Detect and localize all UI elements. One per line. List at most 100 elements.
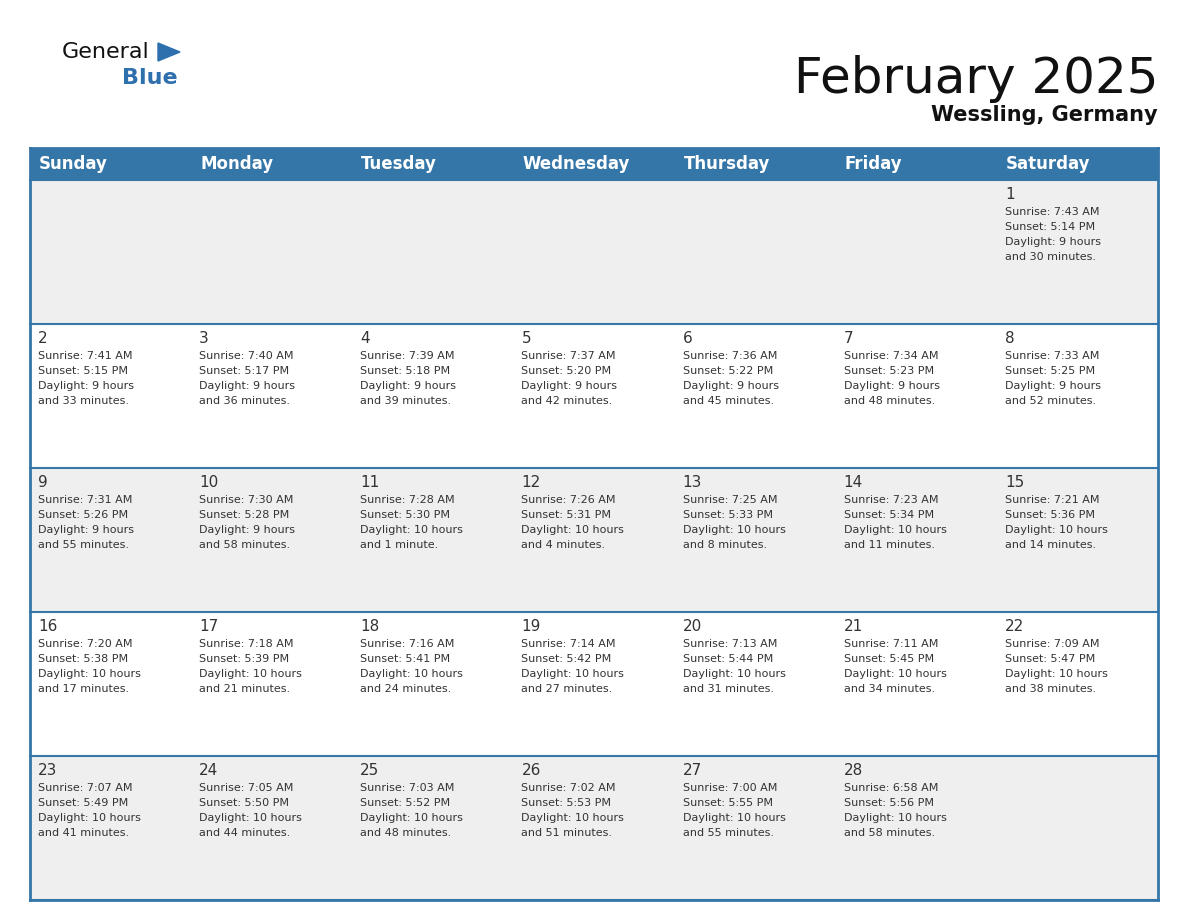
Text: 8: 8 <box>1005 331 1015 346</box>
Text: 10: 10 <box>200 475 219 490</box>
Text: 22: 22 <box>1005 619 1024 634</box>
Text: 6: 6 <box>683 331 693 346</box>
Text: and 11 minutes.: and 11 minutes. <box>843 540 935 550</box>
Bar <box>30 756 191 900</box>
Text: Daylight: 10 hours: Daylight: 10 hours <box>360 813 463 823</box>
Text: Daylight: 10 hours: Daylight: 10 hours <box>843 813 947 823</box>
Text: Daylight: 10 hours: Daylight: 10 hours <box>200 813 302 823</box>
Bar <box>30 612 191 756</box>
Text: 15: 15 <box>1005 475 1024 490</box>
Text: and 45 minutes.: and 45 minutes. <box>683 396 773 406</box>
Bar <box>513 612 675 756</box>
Text: 13: 13 <box>683 475 702 490</box>
Text: Sunrise: 7:02 AM: Sunrise: 7:02 AM <box>522 783 615 793</box>
Text: Sunset: 5:33 PM: Sunset: 5:33 PM <box>683 510 772 521</box>
Text: Daylight: 10 hours: Daylight: 10 hours <box>843 525 947 535</box>
Text: Sunrise: 7:33 AM: Sunrise: 7:33 AM <box>1005 352 1099 362</box>
Text: Sunset: 5:42 PM: Sunset: 5:42 PM <box>522 655 612 664</box>
Bar <box>513 324 675 468</box>
Text: Sunset: 5:20 PM: Sunset: 5:20 PM <box>522 366 612 376</box>
Text: Sunrise: 7:30 AM: Sunrise: 7:30 AM <box>200 495 293 505</box>
Text: Sunrise: 7:20 AM: Sunrise: 7:20 AM <box>38 639 133 649</box>
Text: Sunset: 5:15 PM: Sunset: 5:15 PM <box>38 366 128 376</box>
Text: 2: 2 <box>38 331 48 346</box>
Text: and 41 minutes.: and 41 minutes. <box>38 828 129 838</box>
Text: Sunrise: 7:07 AM: Sunrise: 7:07 AM <box>38 783 133 793</box>
Text: Monday: Monday <box>200 155 273 173</box>
Text: and 21 minutes.: and 21 minutes. <box>200 684 290 694</box>
Text: Sunrise: 7:26 AM: Sunrise: 7:26 AM <box>522 495 615 505</box>
Text: 25: 25 <box>360 763 379 778</box>
Bar <box>997 612 1158 756</box>
Text: Wednesday: Wednesday <box>523 155 630 173</box>
Text: Sunrise: 7:05 AM: Sunrise: 7:05 AM <box>200 783 293 793</box>
Bar <box>513 148 675 180</box>
Text: Sunrise: 7:21 AM: Sunrise: 7:21 AM <box>1005 495 1099 505</box>
Text: Sunrise: 7:16 AM: Sunrise: 7:16 AM <box>360 639 455 649</box>
Bar <box>835 180 997 324</box>
Bar <box>997 756 1158 900</box>
Text: and 8 minutes.: and 8 minutes. <box>683 540 766 550</box>
Text: 16: 16 <box>38 619 57 634</box>
Bar <box>30 324 191 468</box>
Text: Sunset: 5:36 PM: Sunset: 5:36 PM <box>1005 510 1095 521</box>
Text: Daylight: 9 hours: Daylight: 9 hours <box>38 525 134 535</box>
Text: and 52 minutes.: and 52 minutes. <box>1005 396 1097 406</box>
Text: Daylight: 10 hours: Daylight: 10 hours <box>683 813 785 823</box>
Bar <box>353 324 513 468</box>
Text: 24: 24 <box>200 763 219 778</box>
Text: Daylight: 10 hours: Daylight: 10 hours <box>683 525 785 535</box>
Bar <box>191 756 353 900</box>
Text: Sunset: 5:55 PM: Sunset: 5:55 PM <box>683 798 772 808</box>
Text: 17: 17 <box>200 619 219 634</box>
Text: Sunrise: 7:34 AM: Sunrise: 7:34 AM <box>843 352 939 362</box>
Text: Sunset: 5:50 PM: Sunset: 5:50 PM <box>200 798 289 808</box>
Text: 3: 3 <box>200 331 209 346</box>
Text: 23: 23 <box>38 763 57 778</box>
Text: Daylight: 10 hours: Daylight: 10 hours <box>200 669 302 679</box>
Text: Daylight: 9 hours: Daylight: 9 hours <box>200 525 295 535</box>
Bar <box>513 180 675 324</box>
Text: Daylight: 10 hours: Daylight: 10 hours <box>38 669 141 679</box>
Text: Sunrise: 7:31 AM: Sunrise: 7:31 AM <box>38 495 132 505</box>
Text: Sunrise: 7:23 AM: Sunrise: 7:23 AM <box>843 495 939 505</box>
Text: Daylight: 9 hours: Daylight: 9 hours <box>200 381 295 391</box>
Text: 7: 7 <box>843 331 853 346</box>
Text: Sunset: 5:41 PM: Sunset: 5:41 PM <box>360 655 450 664</box>
Bar <box>191 148 353 180</box>
Text: and 34 minutes.: and 34 minutes. <box>843 684 935 694</box>
Text: Tuesday: Tuesday <box>361 155 437 173</box>
Text: and 51 minutes.: and 51 minutes. <box>522 828 613 838</box>
Text: 19: 19 <box>522 619 541 634</box>
Bar <box>835 756 997 900</box>
Text: Daylight: 9 hours: Daylight: 9 hours <box>843 381 940 391</box>
Text: Sunrise: 7:09 AM: Sunrise: 7:09 AM <box>1005 639 1099 649</box>
Text: Daylight: 10 hours: Daylight: 10 hours <box>522 813 625 823</box>
Bar <box>675 468 835 612</box>
Text: Daylight: 10 hours: Daylight: 10 hours <box>360 669 463 679</box>
Text: Sunrise: 7:18 AM: Sunrise: 7:18 AM <box>200 639 293 649</box>
Text: Sunrise: 7:36 AM: Sunrise: 7:36 AM <box>683 352 777 362</box>
Text: Daylight: 9 hours: Daylight: 9 hours <box>522 381 618 391</box>
Text: 20: 20 <box>683 619 702 634</box>
Text: Daylight: 9 hours: Daylight: 9 hours <box>683 381 778 391</box>
Text: and 1 minute.: and 1 minute. <box>360 540 438 550</box>
Bar <box>30 148 191 180</box>
Text: Sunrise: 7:41 AM: Sunrise: 7:41 AM <box>38 352 133 362</box>
Text: Blue: Blue <box>122 68 178 88</box>
Text: Daylight: 10 hours: Daylight: 10 hours <box>1005 525 1107 535</box>
Text: and 33 minutes.: and 33 minutes. <box>38 396 129 406</box>
Text: and 58 minutes.: and 58 minutes. <box>843 828 935 838</box>
Text: and 27 minutes.: and 27 minutes. <box>522 684 613 694</box>
Bar <box>353 148 513 180</box>
Text: Daylight: 9 hours: Daylight: 9 hours <box>1005 237 1101 247</box>
Bar <box>675 148 835 180</box>
Bar <box>353 612 513 756</box>
Text: Sunrise: 7:39 AM: Sunrise: 7:39 AM <box>360 352 455 362</box>
Text: Sunday: Sunday <box>39 155 108 173</box>
Text: 14: 14 <box>843 475 862 490</box>
Text: 26: 26 <box>522 763 541 778</box>
Text: Sunset: 5:39 PM: Sunset: 5:39 PM <box>200 655 289 664</box>
Text: 18: 18 <box>360 619 379 634</box>
Bar <box>675 324 835 468</box>
